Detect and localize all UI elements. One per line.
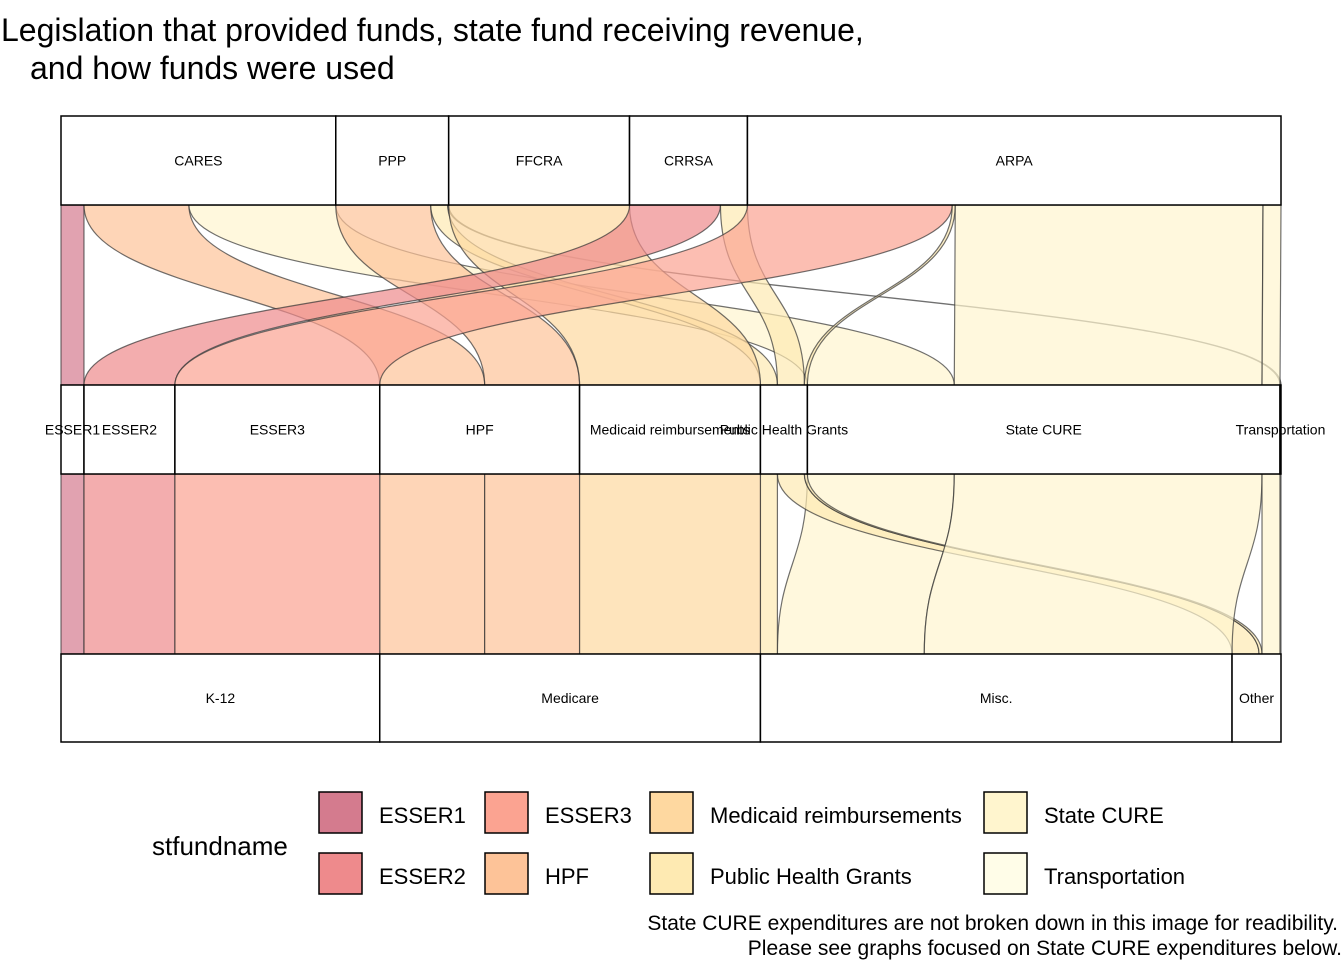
legend-key-medicaid-reimbursements: [649, 791, 694, 834]
legend-label-hpf: HPF: [545, 864, 589, 889]
legend-key-esser1: [318, 791, 363, 834]
flow-arpa-state-cure-other-upper: [1261, 204, 1282, 386]
stratum-label-state-cure: State CURE: [1006, 422, 1082, 438]
chart-title-line-2: and how funds were used: [30, 50, 395, 86]
stratum-other: [1231, 653, 1282, 743]
flow-cares-esser1-k-12-upper: [60, 204, 85, 386]
stratum-transportation: [1279, 384, 1282, 475]
flow-ppp-hpf-medicare-lower: [484, 473, 581, 655]
legend-label-state-cure: State CURE: [1044, 803, 1164, 828]
stratum-medicare: [378, 653, 762, 743]
legend-key-transportation: [983, 852, 1028, 895]
flow-ppp-public-health-grants-misc-lower: [759, 473, 779, 655]
stratum-ppp: [335, 115, 450, 206]
legend-key-public-health-grants: [649, 852, 694, 895]
stratum-label-esser3: ESSER3: [250, 422, 305, 438]
flow-arpa-state-cure-misc-lower: [923, 473, 1263, 655]
flow-crrsa-esser2-k-12-lower: [83, 473, 176, 655]
legend-key-state-cure: [983, 791, 1028, 834]
stratum-label-medicare: Medicare: [541, 690, 599, 706]
legend-label-medicaid-reimbursements: Medicaid reimbursements: [710, 803, 962, 828]
stratum-label-ppp: PPP: [378, 153, 406, 169]
legend-key-esser2: [318, 852, 363, 895]
legend-key-hpf: [484, 852, 529, 895]
flow-layer: [60, 204, 1282, 655]
stratum-label-ffcra: FFCRA: [516, 153, 563, 169]
legend-label-esser2: ESSER2: [379, 864, 466, 889]
stratum-medicaid-reimbursements: [578, 384, 762, 475]
flow-arpa-state-cure-misc-upper: [953, 204, 1264, 386]
stratum-label-k-12: K-12: [206, 690, 236, 706]
stratum-arpa: [746, 115, 1282, 206]
stratum-crrsa: [628, 115, 749, 206]
legend: stfundname ESSER1 ESSER2 ESSER3 HPF Medicaid…: [152, 791, 1185, 895]
flow-cares-esser1-k-12-lower: [60, 473, 85, 655]
stratum-state-cure: [806, 384, 1281, 475]
stratum-label-cares: CARES: [174, 153, 222, 169]
stratum-label-crrsa: CRRSA: [664, 153, 714, 169]
strata-layer: CARES PPP FFCRA CRRSA ARPA ESSER1 ESSER2 ESSER3…: [45, 115, 1326, 743]
flow-arpa-esser3-k-12-lower: [174, 473, 381, 655]
legend-key-esser3: [484, 791, 529, 834]
legend-title: stfundname: [152, 831, 288, 861]
stratum-label-esser1: ESSER1: [45, 422, 100, 438]
chart-title-line-1: Legislation that provided funds, state f…: [1, 12, 864, 48]
stratum-esser2: [83, 384, 176, 475]
stratum-label-arpa: ARPA: [996, 153, 1034, 169]
stratum-label-esser2: ESSER2: [102, 422, 157, 438]
stratum-cares: [60, 115, 337, 206]
stratum-label-hpf: HPF: [466, 422, 494, 438]
legend-label-esser3: ESSER3: [545, 803, 632, 828]
stratum-label-transportation: Transportation: [1236, 422, 1326, 438]
stratum-label-medicaid-reimbursements: Medicaid reimbursements: [590, 422, 750, 438]
stratum-ffcra: [447, 115, 631, 206]
stratum-k-12: [60, 653, 381, 743]
stratum-label-other: Other: [1239, 690, 1274, 706]
flow-cares-hpf-medicare-lower: [379, 473, 486, 655]
stratum-label-misc: Misc.: [980, 690, 1013, 706]
flow-ffcra-medicaid-reimbursements-medicare-lower: [578, 473, 762, 655]
stratum-hpf: [378, 384, 581, 475]
caption-line-2: Please see graphs focused on State CURE …: [748, 937, 1342, 960]
legend-label-esser1: ESSER1: [379, 803, 466, 828]
legend-label-transportation: Transportation: [1044, 864, 1185, 889]
caption-line-1: State CURE expenditures are not broken d…: [647, 912, 1338, 935]
flow-arpa-state-cure-other-lower: [1261, 473, 1281, 655]
stratum-label-public-health-grants: Public Health Grants: [720, 422, 848, 438]
stratum-public-health-grants: [759, 384, 809, 475]
stratum-esser3: [174, 384, 381, 475]
legend-label-public-health-grants: Public Health Grants: [710, 864, 912, 889]
